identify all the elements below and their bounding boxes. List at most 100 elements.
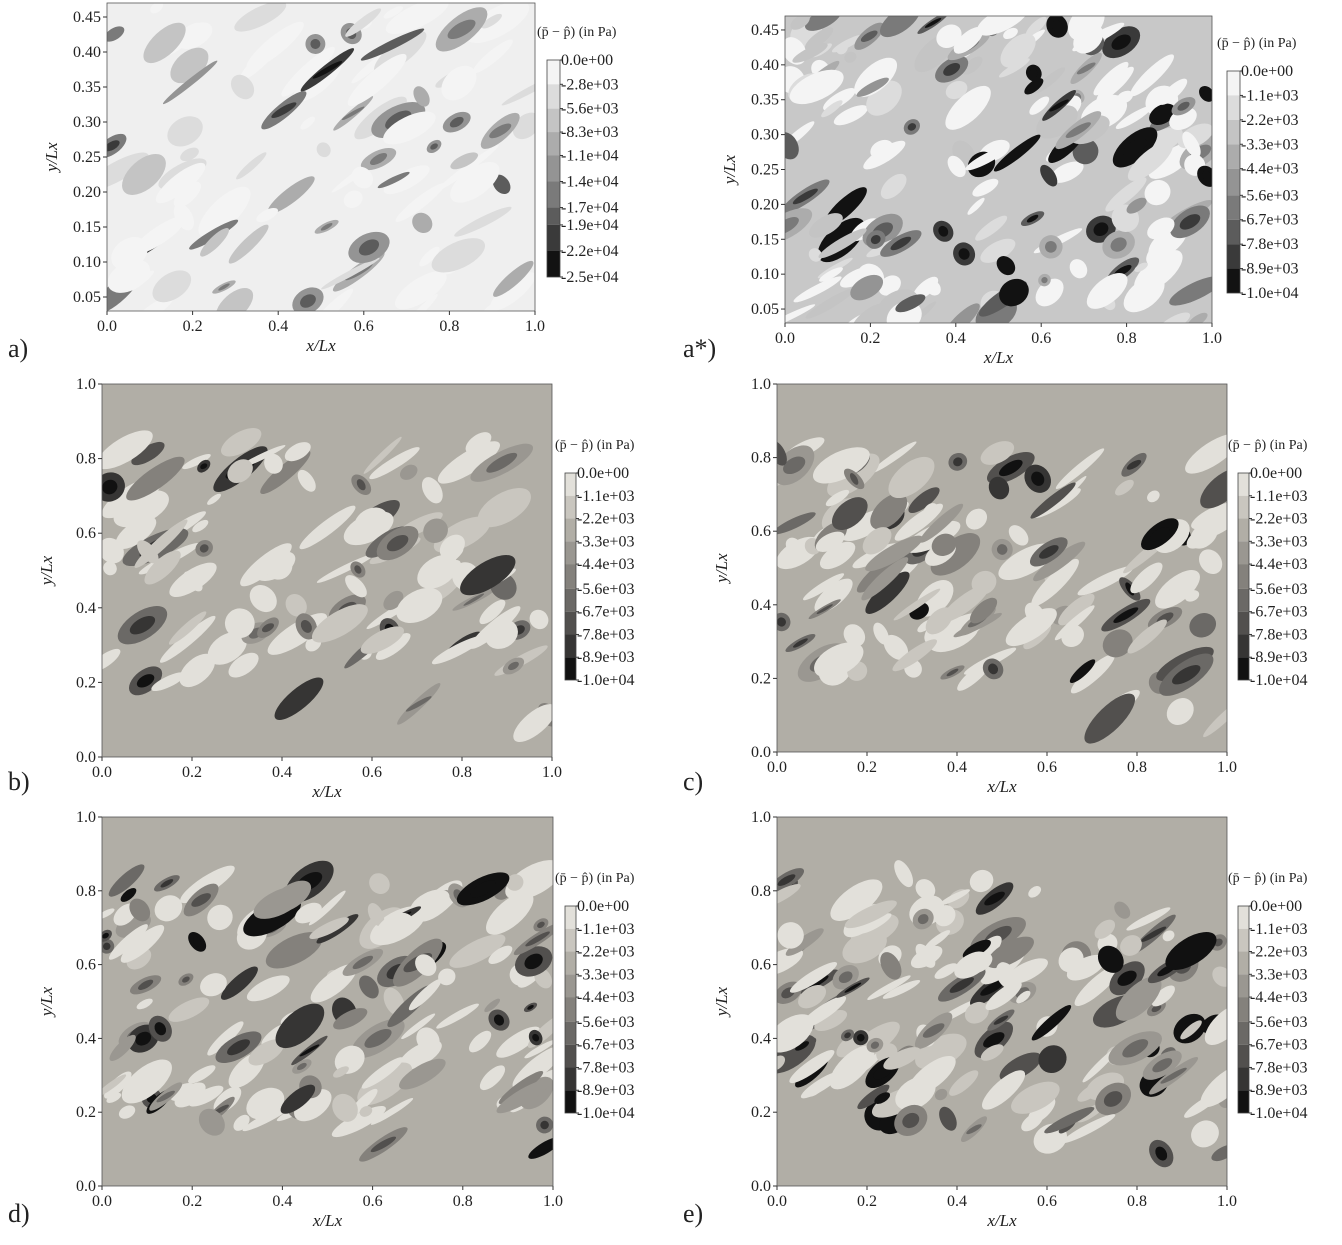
contour-blob — [385, 110, 412, 130]
contour-blob — [479, 599, 506, 625]
contour-blob — [224, 608, 255, 639]
y-axis-label: y/Lx — [42, 142, 61, 174]
colorbar-segment — [1227, 71, 1240, 96]
y-tick-label: 0.0 — [76, 749, 96, 766]
panel-label: a) — [8, 334, 28, 363]
contour-blob — [965, 508, 988, 530]
colorbar-frame — [1237, 472, 1250, 681]
contour-blob — [115, 516, 157, 550]
contour-blob — [369, 153, 388, 166]
y-tick-label: 0.30 — [73, 114, 101, 131]
contour-blob — [995, 962, 1018, 989]
y-axis-label: y/Lx — [37, 555, 56, 587]
contour-blob — [463, 593, 485, 606]
contour-blob — [333, 1066, 349, 1078]
colorbar-tick-label: -8.9e+03 — [577, 649, 634, 666]
contour-blob — [207, 631, 247, 665]
contour-blob — [375, 633, 411, 660]
x-tick-label: 1.0 — [525, 318, 545, 335]
contour-blob — [1169, 276, 1212, 306]
contour-blob — [347, 53, 407, 107]
colorbar-title: (p̄ − p̂) (in Pa) — [1217, 36, 1297, 51]
contour-blob — [102, 479, 118, 495]
contour-blob — [412, 212, 433, 234]
colorbar-frame — [564, 472, 577, 681]
contour-blob — [999, 459, 1023, 477]
colorbar-tick-label: -2.2e+03 — [1250, 511, 1307, 528]
y-tick-label: 0.05 — [751, 301, 779, 318]
colorbar-segment — [565, 518, 576, 542]
y-tick-label: 0.2 — [76, 1104, 96, 1121]
contour-blob — [465, 3, 530, 43]
contour-blob — [1075, 666, 1090, 676]
contour-blob — [1031, 471, 1045, 486]
contour-blob — [191, 893, 211, 907]
contour-blob — [829, 1045, 875, 1090]
contour-blob — [954, 951, 989, 979]
contour-blob — [996, 256, 1016, 276]
contour-blob — [129, 898, 151, 922]
y-tick-label: 0.0 — [751, 744, 771, 761]
colorbar-tick-label: -1.4e+04 — [561, 174, 618, 191]
contour-blob — [122, 153, 166, 195]
contour-blob — [484, 619, 518, 649]
contour-blob — [1074, 964, 1121, 1007]
colorbar-segment — [1227, 268, 1240, 293]
contour-field — [102, 817, 553, 1186]
contour-blob — [818, 228, 867, 259]
contour-blob — [815, 531, 845, 552]
contour-blob — [1199, 549, 1223, 575]
x-tick-label: 0.6 — [1037, 759, 1057, 776]
colorbar-tick-label: -2.5e+04 — [561, 269, 618, 286]
y-tick-label: 0.2 — [751, 670, 771, 687]
colorbar-segment — [547, 108, 560, 133]
contour-blob — [437, 441, 500, 484]
contour-blob — [367, 903, 385, 927]
contour-blob — [1050, 161, 1084, 183]
contour-blob — [498, 1071, 544, 1105]
contour-blob — [945, 80, 968, 100]
colorbar-tick-label: -1.9e+04 — [561, 217, 618, 234]
contour-blob — [1097, 945, 1124, 973]
y-tick-label: 0.8 — [751, 883, 771, 900]
panel: 0.0 0.2 0.4 0.6 0.8 1.0 0.05 0.10 0.15 0.20 0.25 0.… — [8, 2, 618, 363]
contour-blob — [1044, 1106, 1095, 1134]
contour-blob — [969, 944, 984, 954]
contour-blob — [1115, 976, 1162, 1021]
contour-blob — [812, 447, 870, 484]
contour-blob — [280, 1084, 316, 1114]
contour-blob — [986, 936, 1034, 969]
x-tick-label: 0.8 — [439, 318, 459, 335]
colorbar-tick-label: 0.0e+00 — [1241, 63, 1293, 80]
contour-blob — [152, 270, 192, 303]
contour-blob — [783, 456, 806, 475]
colorbar-segment — [1238, 1067, 1249, 1091]
contour-blob — [413, 86, 430, 107]
contour-blob — [1114, 901, 1131, 919]
x-axis-label: x/Lx — [986, 1211, 1017, 1230]
colorbar-tick-label: -8.9e+03 — [1241, 261, 1298, 278]
colorbar-tick-label: -5.6e+03 — [1250, 1014, 1307, 1031]
colorbar-segment — [565, 974, 576, 998]
contour-blob — [343, 190, 363, 209]
y-axis-label: y/Lx — [712, 986, 731, 1018]
contour-blob — [369, 873, 390, 895]
contour-blob — [803, 573, 845, 601]
contour-blob — [808, 975, 829, 988]
contour-blob — [297, 469, 316, 492]
colorbar-tick-label: -1.1e+03 — [577, 921, 634, 938]
contour-blob — [236, 152, 267, 180]
contour-blob — [915, 879, 936, 899]
contour-blob — [870, 139, 894, 159]
contour-blob — [399, 1040, 442, 1070]
contour-blob — [421, 477, 443, 504]
x-tick-label: 0.6 — [1031, 330, 1051, 347]
x-tick-label: 0.8 — [452, 764, 472, 781]
contour-blob — [878, 1095, 887, 1101]
contour-blob — [976, 16, 1029, 36]
colorbar-segment — [1238, 473, 1249, 496]
contour-blob — [262, 623, 275, 633]
contour-blob — [902, 1112, 920, 1129]
contour-blob — [1165, 932, 1217, 970]
contour-blob — [793, 276, 842, 303]
